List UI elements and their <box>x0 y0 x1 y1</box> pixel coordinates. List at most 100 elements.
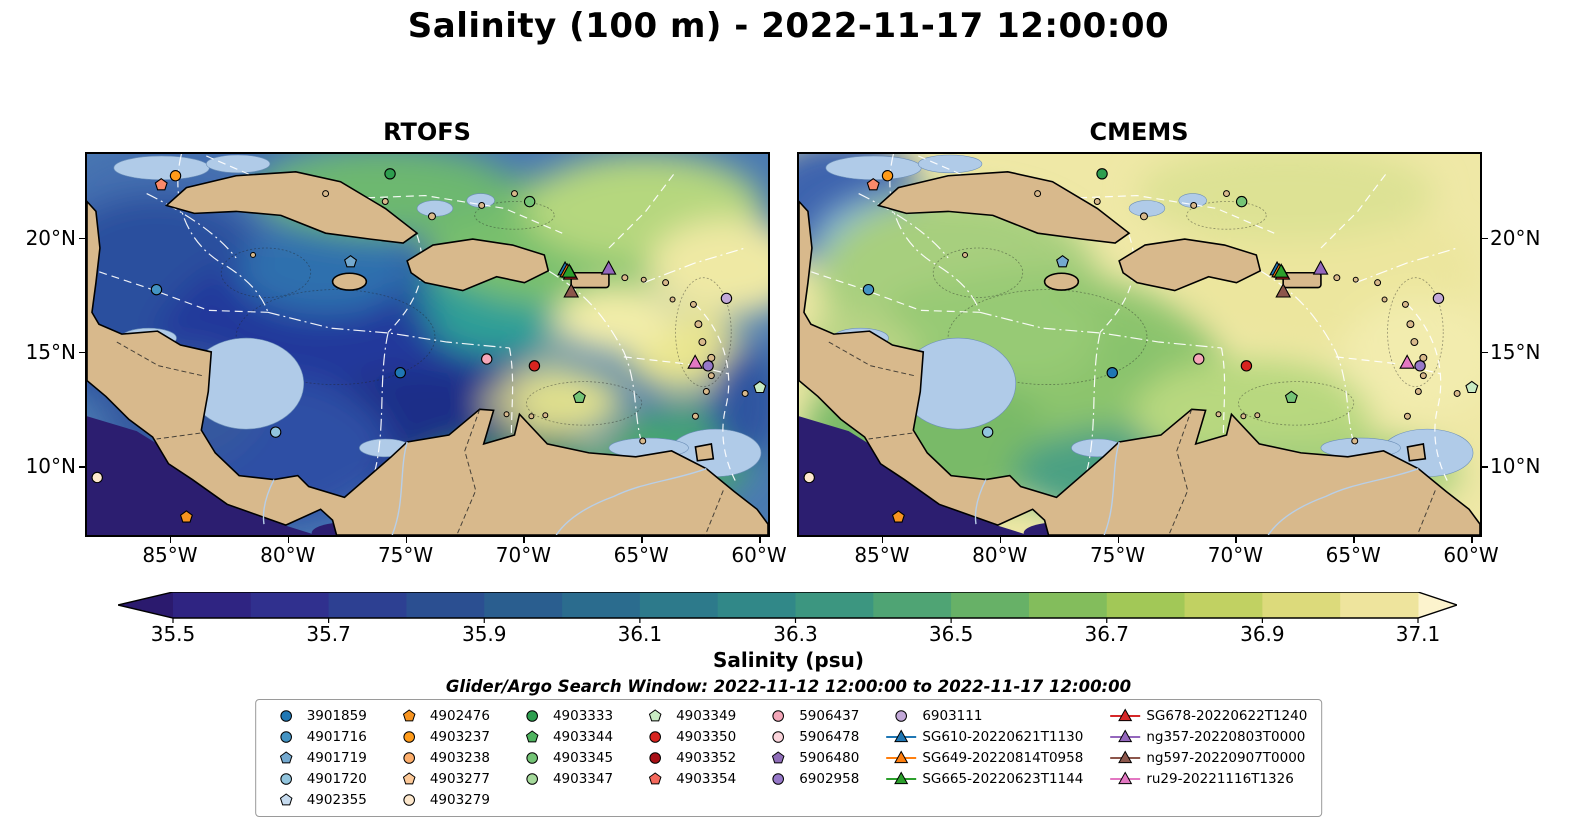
colorbar-tick-label: 35.7 <box>306 622 351 646</box>
circle-marker-icon <box>516 750 548 766</box>
float-marker <box>803 471 815 484</box>
pentagon-marker-icon <box>270 792 302 808</box>
legend-item: 4903349 <box>639 706 736 726</box>
float-marker <box>981 426 994 438</box>
float-marker <box>1096 168 1108 180</box>
float-marker <box>481 353 493 365</box>
legend-label: 6902958 <box>799 771 860 787</box>
legend: 3901859 4901716 4901719 4901720 4902355 49024… <box>254 699 1323 817</box>
legend-item: ng357-20220803T0000 <box>1109 727 1307 747</box>
lat-tick-label: 15°N <box>25 339 76 364</box>
lon-tick-label: 85°W <box>142 543 198 567</box>
colorbar-tick-label: 36.9 <box>1240 622 1285 646</box>
lon-tick-mark <box>1471 537 1473 543</box>
lat-tick-mark <box>79 351 85 354</box>
glider-track-icon <box>1109 771 1141 787</box>
legend-label: 4903333 <box>552 708 614 724</box>
legend-item: 4902355 <box>270 790 367 810</box>
glider-marker <box>687 354 704 369</box>
float-marker <box>179 510 193 523</box>
lat-tick-label: 15°N <box>1490 339 1541 364</box>
pentagon-marker-icon <box>639 708 671 724</box>
glider-track-icon <box>885 750 917 766</box>
figure-title: Salinity (100 m) - 2022-11-17 12:00:00 <box>407 6 1170 46</box>
pentagon-marker-icon <box>516 729 548 745</box>
float-marker <box>866 178 880 191</box>
circle-marker-icon <box>393 750 425 766</box>
legend-item: SG678-20220622T1240 <box>1109 706 1307 726</box>
legend-item: SG665-20220623T1144 <box>885 769 1083 789</box>
circle-marker-icon <box>393 729 425 745</box>
legend-column: 6903111 SG610-20220621T1130 SG649-20220814… <box>885 706 1083 789</box>
legend-label: 4903238 <box>429 750 490 766</box>
lat-tick-mark <box>1482 351 1488 354</box>
legend-label: 4901720 <box>306 771 367 787</box>
circle-marker-icon <box>270 729 302 745</box>
legend-label: 4903279 <box>429 792 490 808</box>
legend-label: 4902355 <box>306 792 367 808</box>
pentagon-marker-icon <box>393 708 425 724</box>
float-marker <box>1432 292 1445 305</box>
map-panel-cmems <box>797 152 1482 537</box>
legend-item: 4903350 <box>639 727 736 747</box>
panel-title-rtofs: RTOFS <box>383 118 471 146</box>
float-marker <box>169 170 182 182</box>
legend-item: ng597-20220907T0000 <box>1109 748 1307 768</box>
lon-tick-label: 60°W <box>1443 543 1499 567</box>
glider-track-icon <box>885 771 917 787</box>
lat-tick-mark <box>79 237 85 240</box>
search-window-note: Glider/Argo Search Window: 2022-11-12 12… <box>445 677 1132 696</box>
lon-tick-label: 85°W <box>854 543 910 567</box>
legend-label: ng597-20220907T0000 <box>1146 750 1306 766</box>
map-rtofs-canvas <box>87 154 768 535</box>
float-marker <box>1240 360 1253 372</box>
legend-label: SG665-20220623T1144 <box>922 771 1084 787</box>
colorbar-tick-label: 35.9 <box>461 622 507 646</box>
colorbar-tick-label: 37.1 <box>1395 622 1441 646</box>
lon-tick-mark <box>1117 537 1120 543</box>
legend-label: ng357-20220803T0000 <box>1146 729 1306 745</box>
lon-tick-label: 65°W <box>1325 543 1381 567</box>
lon-tick-label: 60°W <box>731 543 787 567</box>
circle-marker-icon <box>516 708 548 724</box>
legend-item: 5906437 <box>762 706 859 726</box>
legend-label: 4903277 <box>429 771 490 787</box>
legend-item: 4903333 <box>516 706 613 726</box>
legend-column: 4903349 4903350 4903352 4903354 <box>639 706 736 789</box>
colorbar <box>118 592 1457 623</box>
float-marker <box>528 360 541 372</box>
lat-tick-label: 10°N <box>25 454 76 479</box>
glider-marker <box>563 282 580 298</box>
legend-column: 4902476 4903237 4903238 4903277 4903279 <box>393 706 490 810</box>
glider-marker <box>561 263 578 278</box>
pentagon-marker-icon <box>270 750 302 766</box>
float-marker <box>881 170 894 182</box>
lon-tick-mark <box>523 537 525 543</box>
legend-item: 4901720 <box>270 769 367 789</box>
lon-tick-label: 70°W <box>495 543 551 567</box>
map-panel-rtofs <box>85 152 770 537</box>
lat-tick-mark <box>1482 466 1488 468</box>
lon-tick-mark <box>405 537 408 543</box>
glider-track-icon <box>1109 750 1141 766</box>
float-marker <box>720 292 733 305</box>
legend-label: 4903352 <box>676 750 737 766</box>
legend-item: 4903347 <box>516 769 613 789</box>
lat-tick-label: 10°N <box>1490 454 1541 479</box>
float-marker <box>1465 380 1479 394</box>
legend-label: SG649-20220814T0958 <box>922 750 1084 766</box>
lon-tick-label: 80°W <box>972 543 1028 567</box>
legend-item: 4903352 <box>639 748 736 768</box>
circle-marker-icon <box>762 771 794 787</box>
lon-tick-mark <box>1353 537 1355 543</box>
legend-label: 5906480 <box>799 750 860 766</box>
legend-item: 4902476 <box>393 706 490 726</box>
glider-marker <box>1273 263 1290 278</box>
float-marker <box>150 283 163 296</box>
colorbar-tick-label: 36.7 <box>1084 622 1130 646</box>
colorbar-label: Salinity (psu) <box>712 648 864 672</box>
legend-item: ru29-20221116T1326 <box>1109 769 1307 789</box>
legend-column: 3901859 4901716 4901719 4901720 4902355 <box>270 706 367 810</box>
lon-tick-mark <box>287 537 290 543</box>
